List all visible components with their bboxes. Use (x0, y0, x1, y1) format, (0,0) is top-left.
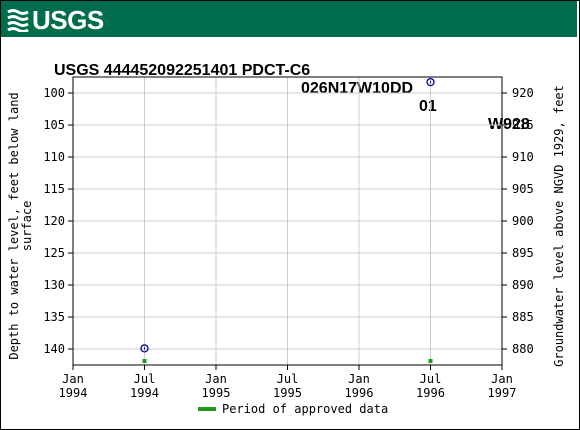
x-tick-label-year: 1995 (202, 386, 231, 400)
y-tick-label-left: 110 (43, 150, 65, 164)
data-point (426, 77, 435, 87)
usgs-logo[interactable]: USGS (7, 5, 104, 35)
x-tick-label-month: Jul (277, 372, 299, 386)
title-number: 01 (419, 98, 437, 115)
approved-period-mark (428, 359, 433, 363)
x-tick-label-year: 1996 (416, 386, 445, 400)
y-tick-label-left: 105 (43, 118, 65, 132)
y-tick-label-left: 125 (43, 246, 65, 260)
y-tick-label-right: 915 (512, 118, 534, 132)
x-tick-label-month: Jul (134, 372, 156, 386)
x-tick-label-year: 1996 (345, 386, 374, 400)
x-tick-label-year: 1995 (273, 386, 302, 400)
y-tick-label-left: 120 (43, 214, 65, 228)
x-tick-label-year: 1994 (130, 386, 159, 400)
y-tick-label-right: 920 (512, 86, 534, 100)
x-tick-label-month: Jan (205, 372, 227, 386)
x-tick-label-month: Jan (348, 372, 370, 386)
y-tick-label-right: 885 (512, 310, 534, 324)
legend-swatch (198, 407, 216, 411)
title-well: W928 (488, 116, 530, 133)
y-tick-label-left: 130 (43, 278, 65, 292)
title-site-id: USGS 444452092251401 PDCT-C6 (54, 62, 311, 79)
y-tick-label-left: 115 (43, 182, 65, 196)
y-tick-label-left: 140 (43, 342, 65, 356)
y-tick-label-right: 900 (512, 214, 534, 228)
y-tick-label-left: 135 (43, 310, 65, 324)
usgs-logo-text: USGS (32, 4, 104, 35)
usgs-banner: USGS (1, 1, 577, 37)
y-tick-label-left: 100 (43, 86, 65, 100)
tick-layer: 100 920 105 915 110 910 115 905 120 900 125 895 130 8… (43, 86, 533, 400)
y-tick-label-right: 895 (512, 246, 534, 260)
y-tick-label-right: 910 (512, 150, 534, 164)
y-tick-label-right: 905 (512, 182, 534, 196)
legend-label: Period of approved data (222, 402, 389, 416)
approved-period-mark (142, 359, 147, 363)
x-tick-label-month: Jan (62, 372, 84, 386)
usgs-wave-icon (7, 9, 29, 32)
y-tick-label-right: 880 (512, 342, 534, 356)
grid-layer (72, 77, 503, 365)
data-point (140, 344, 149, 353)
mark-layer (140, 77, 435, 363)
x-tick-label-year: 1994 (59, 386, 88, 400)
x-tick-label-month: Jan (491, 372, 513, 386)
x-tick-label-year: 1997 (488, 386, 517, 400)
y-axis-left-title-line1: Depth to water level, feet below land (7, 92, 21, 359)
y-axis-right-title: Groundwater level above NGVD 1929, feet (552, 85, 566, 367)
y-axis-left-title-line2: surface (20, 201, 34, 252)
y-tick-label-right: 890 (512, 278, 534, 292)
x-tick-label-month: Jul (420, 372, 442, 386)
legend: Period of approved data (198, 402, 388, 416)
